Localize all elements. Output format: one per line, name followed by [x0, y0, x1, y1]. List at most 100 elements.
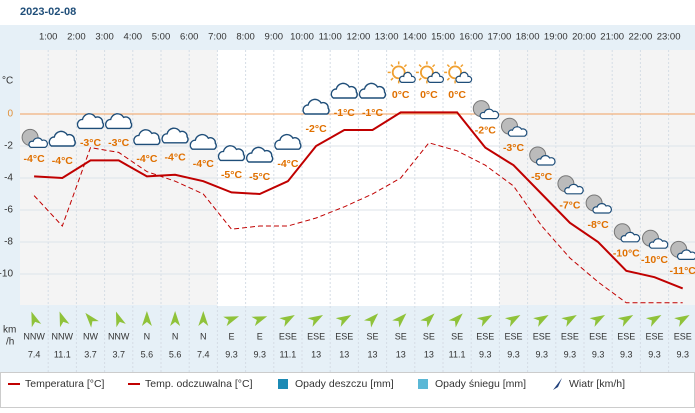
hour-label: 7:00 — [208, 32, 227, 43]
legend-swatch — [278, 379, 288, 389]
cloud — [161, 127, 189, 144]
cloud — [28, 137, 48, 148]
weather-icon — [48, 130, 76, 147]
hour-label: 19:00 — [544, 32, 568, 43]
hour-label: 3:00 — [95, 32, 114, 43]
wind-speed: 9.3 — [592, 349, 605, 359]
weather-icon — [387, 61, 416, 84]
wind-arrow — [307, 315, 324, 327]
temperature-label: -10°C — [641, 254, 668, 266]
wind-speed: 9.3 — [676, 349, 689, 359]
cloud — [592, 203, 612, 214]
temperature-label: 0°C — [392, 89, 410, 101]
wind-arrow — [170, 311, 181, 326]
hour-label: 6:00 — [180, 32, 199, 43]
weather-icon — [585, 194, 612, 214]
legend-label: Temperatura [°C] — [25, 378, 105, 390]
temperature-label: -1°C — [334, 107, 356, 119]
wind-direction: SE — [451, 331, 463, 341]
wind-arrow — [335, 315, 352, 327]
wind-speed: 9.3 — [253, 349, 266, 359]
wind-arrow — [85, 312, 99, 328]
weather-icon — [105, 113, 133, 130]
sun-ray — [390, 64, 394, 68]
temperature-label: -5°C — [531, 171, 553, 183]
weather-icon — [642, 229, 669, 249]
wind-arrow — [364, 313, 379, 328]
wind-direction: N — [172, 331, 179, 341]
wind-arrow — [251, 316, 268, 327]
legend-label: Opady deszczu [mm] — [295, 378, 394, 390]
wind-speed: 7.4 — [197, 349, 210, 359]
y-tick-label: -8 — [4, 237, 13, 248]
hour-label: 23:00 — [657, 32, 681, 43]
hour-label: 13:00 — [375, 32, 399, 43]
weather-icon — [274, 133, 302, 150]
hour-label: 18:00 — [516, 32, 540, 43]
hour-label: 11:00 — [319, 32, 342, 43]
hour-label: 14:00 — [403, 32, 427, 43]
temperature-label: -4°C — [136, 153, 158, 165]
weather-icon — [133, 129, 161, 146]
wind-arrow — [448, 313, 463, 328]
cloud — [330, 82, 358, 99]
sun-ray — [403, 64, 408, 68]
hour-label: 4:00 — [124, 32, 143, 43]
cloud — [189, 133, 217, 150]
wind-direction: ESE — [561, 331, 579, 341]
cloud — [479, 108, 500, 120]
wind-arrow — [420, 313, 435, 328]
wind-arrow — [645, 315, 662, 327]
wind-speed: 5.6 — [141, 349, 154, 359]
wind-direction: NNW — [108, 331, 130, 341]
hour-label: 12:00 — [347, 32, 371, 43]
sun-ray — [460, 64, 464, 68]
weather-icon — [217, 145, 246, 162]
cloud — [648, 238, 669, 249]
hour-label: 17:00 — [488, 32, 512, 43]
wind-direction: N — [200, 331, 207, 341]
temperature-label: -4°C — [193, 158, 215, 170]
temperature-label: -3°C — [503, 142, 525, 154]
weather-icon — [557, 175, 584, 195]
wind-direction: E — [228, 331, 234, 341]
wind-unit: /h — [6, 337, 14, 348]
legend-swatch — [418, 379, 428, 389]
wind-speed: 11.1 — [449, 349, 466, 359]
wind-arrow — [674, 315, 690, 327]
wind-arrow — [504, 315, 521, 327]
cloud — [274, 133, 302, 150]
wind-direction: NNW — [52, 331, 74, 341]
cloud — [564, 183, 584, 195]
sun-ray — [432, 64, 436, 68]
wind-speed: 13 — [367, 349, 377, 359]
cloud — [507, 126, 528, 137]
wind-speed: 9.3 — [507, 349, 520, 359]
wind-speed: 13 — [311, 349, 321, 359]
wind-unit: km — [3, 325, 16, 336]
cloud — [398, 71, 416, 83]
temperature-label: -3°C — [80, 137, 102, 149]
y-tick-label: -4 — [4, 173, 13, 184]
cloud — [76, 113, 105, 130]
temperature-label: -1°C — [362, 107, 384, 119]
wind-speed: 9.3 — [225, 349, 238, 359]
wind-speed: 9.3 — [479, 349, 492, 359]
wind-arrow — [561, 315, 577, 327]
sun — [391, 65, 406, 80]
hour-label: 15:00 — [431, 32, 455, 43]
weather-icon — [330, 82, 358, 99]
wind-direction: ESE — [617, 331, 635, 341]
cloud — [48, 130, 76, 147]
y-tick-label: -2 — [4, 141, 13, 152]
wind-arrow — [223, 316, 240, 327]
cloud — [246, 146, 274, 163]
cloud — [620, 231, 641, 243]
wind-arrow — [115, 311, 126, 328]
wind-arrow — [617, 315, 634, 327]
wind-direction: ESE — [645, 331, 663, 341]
legend-label: Wiatr [km/h] — [569, 378, 625, 390]
wind-speed: 9.3 — [620, 349, 633, 359]
hour-label: 10:00 — [290, 32, 314, 43]
